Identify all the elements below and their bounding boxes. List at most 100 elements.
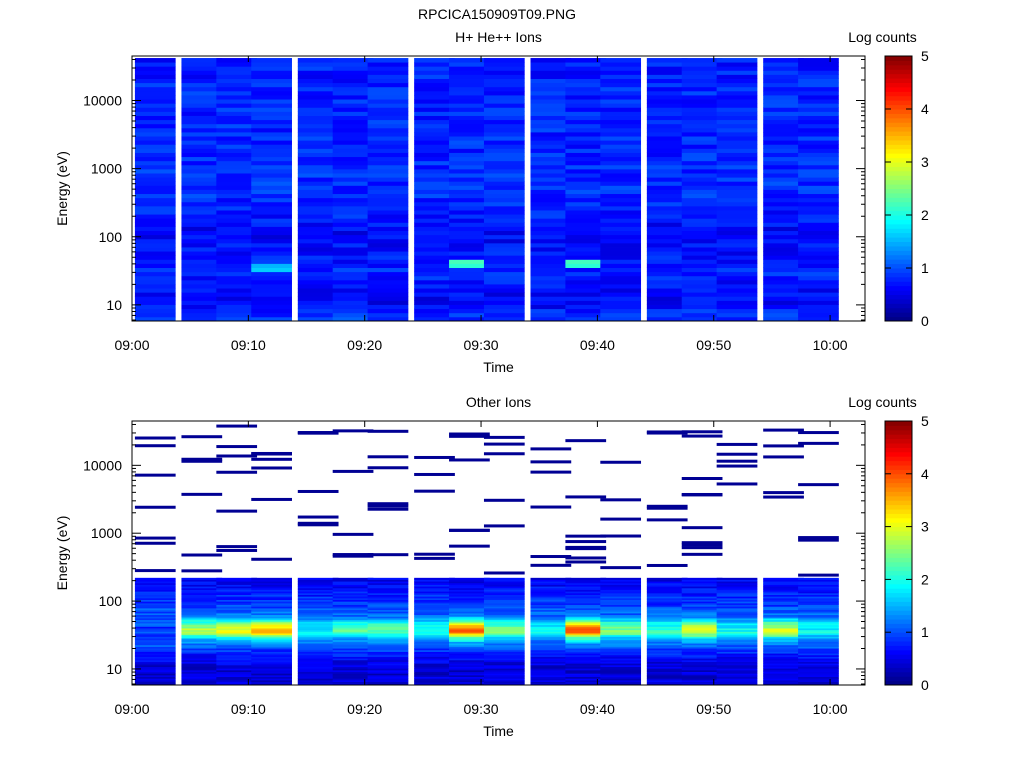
heatmap-cell	[530, 606, 572, 609]
heatmap-cell	[565, 201, 607, 207]
heatmap-cell	[367, 279, 409, 285]
heatmap-cell	[483, 582, 525, 585]
heatmap-cell	[297, 234, 339, 240]
heatmap-cell	[716, 300, 758, 305]
heatmap-cell	[181, 599, 223, 602]
heatmap-cell	[367, 614, 409, 617]
heatmap-cell	[763, 168, 804, 174]
heatmap-cell	[798, 300, 839, 305]
heatmap-cell	[251, 132, 292, 137]
heatmap-cell	[181, 601, 223, 604]
heatmap-cell	[449, 618, 490, 621]
heatmap-cell	[414, 78, 455, 84]
heatmap-cell	[483, 624, 525, 627]
heatmap-cell	[449, 674, 490, 678]
heatmap-cell	[181, 597, 223, 600]
heatmap-cell	[716, 639, 758, 642]
heatmap-cell	[763, 115, 804, 121]
colorbar-segment	[885, 654, 912, 660]
heatmap-cell	[646, 288, 688, 293]
heatmap-cell	[367, 679, 409, 683]
heatmap-cell	[216, 189, 258, 195]
heatmap-cell	[332, 592, 374, 595]
heatmap-cell	[134, 584, 176, 587]
heatmap-cell	[297, 255, 339, 260]
colorbar-segment	[885, 73, 912, 79]
heatmap-cell	[297, 644, 339, 647]
heatmap-cell	[530, 673, 572, 676]
heatmap-cell	[367, 205, 409, 211]
heatmap-cell	[449, 654, 490, 657]
heatmap-cell	[483, 616, 525, 619]
heatmap-cell	[449, 664, 490, 667]
heatmap-cell	[565, 316, 607, 322]
heatmap-cell	[251, 107, 292, 112]
heatmap-cell	[763, 599, 804, 602]
heatmap-cell	[600, 255, 642, 260]
heatmap-cell	[449, 218, 490, 223]
heatmap-cell	[216, 78, 258, 84]
heatmap-cell	[646, 659, 688, 662]
colorbar-tick-label: 2	[921, 571, 929, 587]
heatmap-cell	[646, 628, 688, 631]
heatmap-cell	[414, 643, 455, 646]
heatmap-cell	[646, 271, 688, 277]
heatmap-cell	[332, 429, 374, 433]
heatmap-cell	[297, 181, 339, 186]
heatmap-cell	[483, 653, 525, 656]
heatmap-cell	[297, 185, 339, 190]
heatmap-cell	[798, 70, 839, 75]
heatmap-cell	[297, 653, 339, 656]
heatmap-cell	[297, 144, 339, 149]
colorbar-segment	[885, 539, 912, 545]
heatmap-cell	[414, 673, 455, 676]
heatmap-cell	[216, 581, 258, 584]
heatmap-cell	[297, 238, 339, 244]
heatmap-cell	[216, 255, 258, 260]
colorbar-segment	[885, 56, 912, 61]
heatmap-cell	[332, 234, 374, 240]
heatmap-cell	[565, 602, 607, 606]
colorbar-segment	[885, 583, 912, 589]
heatmap-cell	[646, 624, 688, 627]
heatmap-cell	[716, 452, 758, 456]
heatmap-cell	[449, 624, 490, 627]
heatmap-cell	[216, 271, 258, 277]
heatmap-cell	[251, 95, 292, 100]
colorbar-segment	[885, 82, 912, 88]
heatmap-cell	[251, 668, 292, 671]
heatmap-cell	[134, 619, 176, 622]
heatmap-cell	[216, 602, 258, 606]
heatmap-cell	[332, 681, 374, 684]
heatmap-cell	[134, 173, 176, 178]
heatmap-cell	[646, 619, 688, 622]
heatmap-cell	[332, 554, 374, 558]
heatmap-cell	[716, 643, 758, 646]
heatmap-cell	[251, 658, 292, 661]
heatmap-cell	[181, 629, 223, 632]
heatmap-cell	[530, 581, 572, 584]
heatmap-cell	[565, 556, 607, 560]
heatmap-cell	[798, 95, 839, 100]
heatmap-cell	[367, 218, 409, 223]
colorbar-segment	[885, 223, 912, 229]
heatmap-cell	[251, 614, 292, 617]
x-axis-label: Time	[483, 723, 514, 739]
heatmap-cell	[181, 107, 223, 112]
heatmap-cell	[798, 222, 839, 227]
heatmap-cell	[681, 581, 723, 584]
heatmap-cell	[565, 582, 607, 585]
heatmap-cell	[646, 648, 688, 651]
heatmap-cell	[483, 666, 525, 669]
heatmap-cell	[565, 649, 607, 652]
heatmap-cell	[681, 629, 723, 632]
heatmap-cell	[646, 181, 688, 186]
colorbar-segment	[885, 509, 912, 514]
heatmap-cell	[134, 631, 176, 634]
heatmap-cell	[297, 589, 339, 592]
heatmap-cell	[483, 611, 525, 614]
heatmap-cell	[565, 618, 607, 621]
heatmap-cell	[646, 607, 688, 611]
heatmap-cell	[367, 66, 409, 71]
heatmap-cell	[530, 197, 572, 203]
